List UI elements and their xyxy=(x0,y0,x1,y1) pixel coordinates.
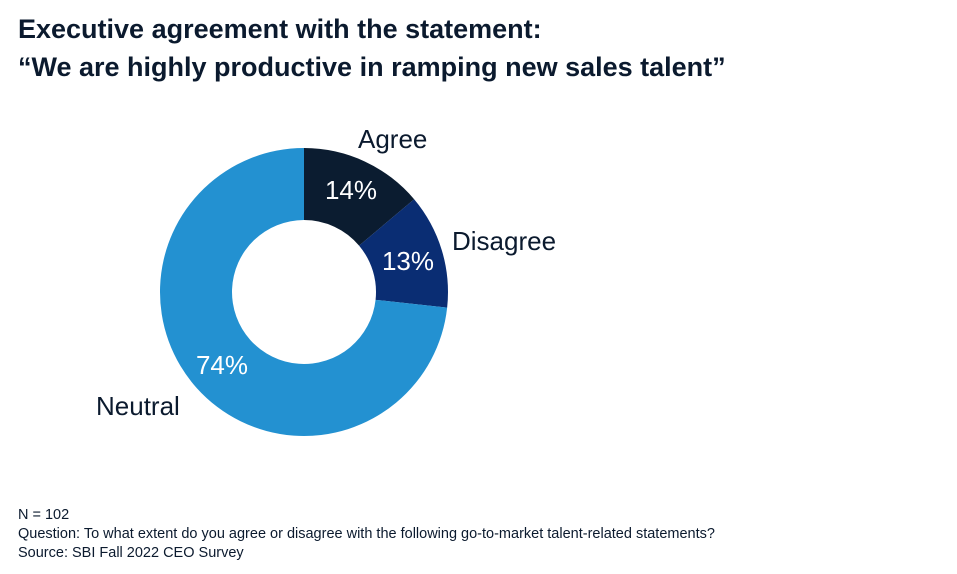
category-label-disagree: Disagree xyxy=(452,226,556,256)
sample-size-note: N = 102 xyxy=(18,507,70,523)
data-label-neutral: 74% xyxy=(196,350,248,380)
chart-footer: N = 102 Question: To what extent do you … xyxy=(18,506,715,563)
donut-slice-disagree xyxy=(359,199,448,308)
chart-title-line-2: “We are highly productive in ramping new… xyxy=(18,52,726,82)
donut-slice-neutral xyxy=(160,148,448,436)
data-label-agree: 14% xyxy=(325,175,377,205)
donut-slice-agree xyxy=(304,148,415,246)
chart-title: Executive agreement with the statement: … xyxy=(18,10,726,86)
category-label-neutral: Neutral xyxy=(96,391,180,421)
source-note: Source: SBI Fall 2022 CEO Survey xyxy=(18,545,244,561)
chart-title-line-1: Executive agreement with the statement: xyxy=(18,14,542,44)
survey-question-note: Question: To what extent do you agree or… xyxy=(18,526,715,542)
data-label-disagree: 13% xyxy=(382,246,434,276)
category-label-agree: Agree xyxy=(358,124,427,154)
